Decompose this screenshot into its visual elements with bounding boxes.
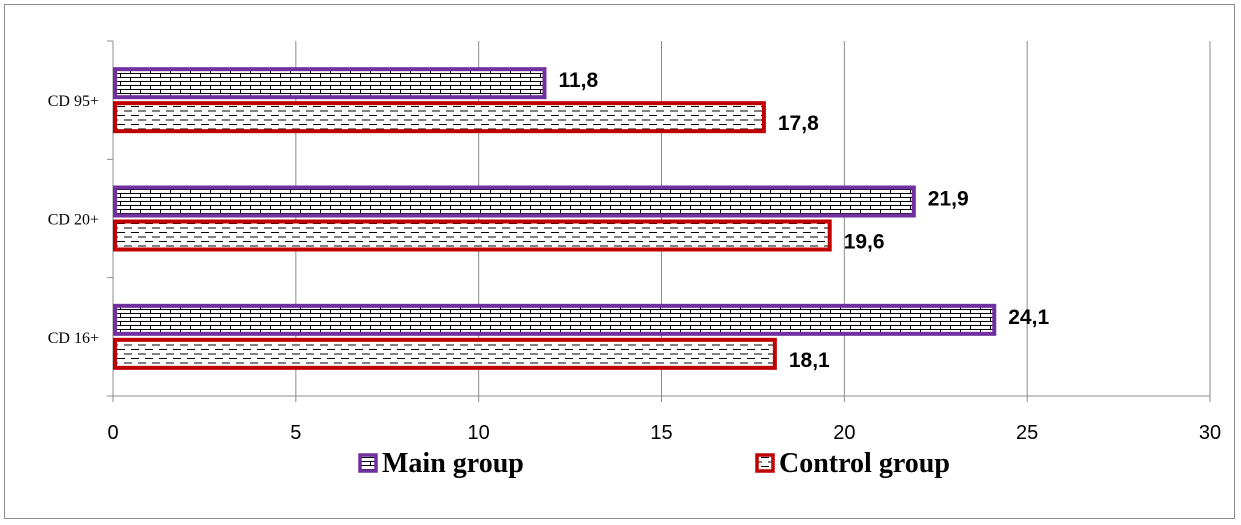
y-tick-label: CD 95+ (48, 93, 99, 110)
bar-chart: 0 5 10 15 20 25 30 CD 95+ CD 20+ CD 16+ 11,8 17,8 2… (48, 40, 1221, 479)
bar-main-group-0 (113, 67, 547, 100)
legend-item-main-group: Main group (358, 448, 524, 479)
legend-item-control-group: Control group (755, 448, 950, 479)
gridlines (295, 41, 1211, 396)
x-tick-label: 10 (468, 422, 490, 444)
legend-label: Main group (382, 448, 524, 479)
legend-swatch (755, 453, 775, 473)
chart-frame: 0 5 10 15 20 25 30 CD 95+ CD 20+ CD 16+ 11,8 17,8 2… (4, 4, 1235, 519)
x-tick-label: 30 (1199, 422, 1221, 444)
axes: 0 5 10 15 20 25 30 CD 95+ CD 20+ CD 16+ (48, 40, 1221, 444)
legend: Main group Control group (358, 448, 950, 479)
bars (113, 67, 997, 370)
data-label: 11,8 (558, 69, 598, 92)
x-tick-label: 25 (1016, 422, 1038, 444)
data-label: 18,1 (789, 349, 830, 372)
bar-main-group-2 (113, 303, 997, 336)
data-label: 19,6 (844, 231, 885, 254)
y-tick-label: CD 16+ (48, 330, 99, 347)
bar-control-group-2 (113, 337, 777, 370)
data-labels: 11,8 17,8 21,9 19,6 24,1 18,1 (558, 69, 1049, 372)
x-tick-label: 5 (290, 422, 301, 444)
x-tick-label: 0 (107, 422, 118, 444)
bar-control-group-1 (113, 219, 832, 252)
bar-control-group-0 (113, 101, 766, 134)
bar-main-group-1 (113, 185, 916, 218)
data-label: 17,8 (778, 112, 819, 135)
x-tick-label: 15 (650, 422, 672, 444)
data-label: 24,1 (1008, 306, 1049, 329)
legend-label: Control group (779, 448, 950, 479)
y-tick-label: CD 20+ (48, 212, 99, 229)
legend-swatch (358, 453, 378, 473)
x-tick-label: 20 (833, 422, 855, 444)
data-label: 21,9 (928, 188, 969, 211)
